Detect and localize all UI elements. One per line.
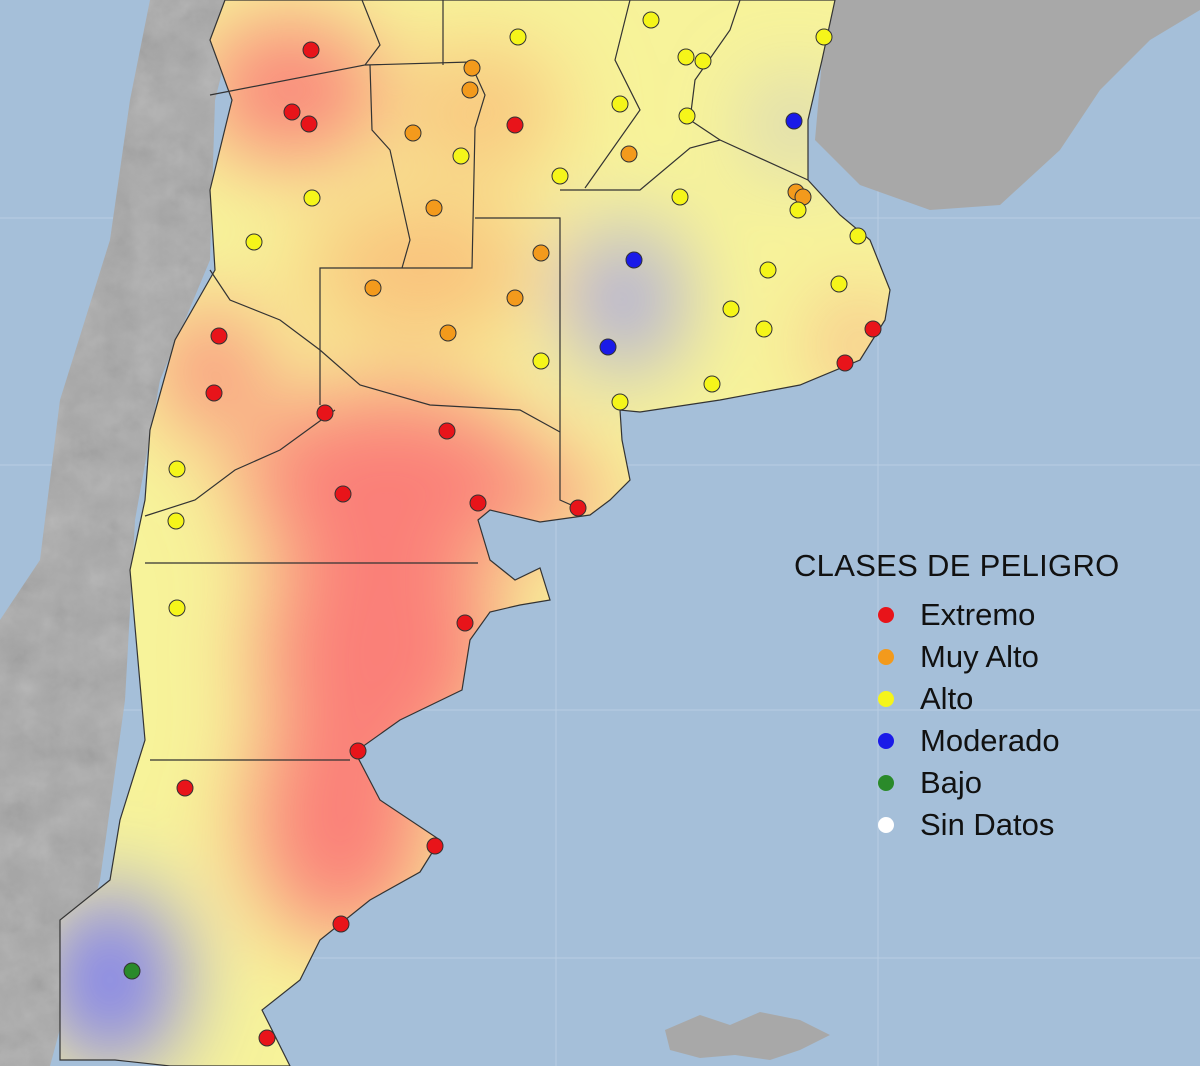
- station-marker-alto: [677, 48, 695, 66]
- station-marker-extremo: [300, 115, 318, 133]
- station-marker-muy-alto: [463, 59, 481, 77]
- station-marker-extremo: [426, 837, 444, 855]
- station-marker-muy-alto: [532, 244, 550, 262]
- station-marker-extremo: [349, 742, 367, 760]
- legend-dot-icon: [878, 649, 894, 665]
- station-marker-alto: [168, 460, 186, 478]
- station-marker-alto: [167, 512, 185, 530]
- legend-dot-icon: [878, 733, 894, 749]
- legend-item: Bajo: [878, 762, 1120, 804]
- station-marker-extremo: [205, 384, 223, 402]
- station-marker-extremo: [332, 915, 350, 933]
- station-marker-alto: [642, 11, 660, 29]
- station-marker-muy-alto: [425, 199, 443, 217]
- legend-item: Moderado: [878, 720, 1120, 762]
- station-marker-extremo: [864, 320, 882, 338]
- station-marker-extremo: [283, 103, 301, 121]
- legend-item: Alto: [878, 678, 1120, 720]
- weather-stations: [123, 11, 882, 1047]
- station-marker-alto: [830, 275, 848, 293]
- station-marker-extremo: [258, 1029, 276, 1047]
- chile-land: [0, 0, 240, 1066]
- station-marker-alto: [509, 28, 527, 46]
- station-marker-alto: [303, 189, 321, 207]
- legend-label: Alto: [920, 681, 974, 716]
- legend-item: Sin Datos: [878, 804, 1120, 846]
- station-marker-alto: [671, 188, 689, 206]
- station-marker-muy-alto: [620, 145, 638, 163]
- legend-dot-icon: [878, 691, 894, 707]
- station-marker-muy-alto: [506, 289, 524, 307]
- station-marker-muy-alto: [364, 279, 382, 297]
- station-marker-alto: [694, 52, 712, 70]
- station-marker-extremo: [176, 779, 194, 797]
- legend-label: Sin Datos: [920, 807, 1055, 842]
- station-marker-extremo: [210, 327, 228, 345]
- station-marker-alto: [703, 375, 721, 393]
- station-marker-extremo: [316, 404, 334, 422]
- station-marker-alto: [815, 28, 833, 46]
- station-marker-alto: [452, 147, 470, 165]
- station-marker-bajo: [123, 962, 141, 980]
- station-marker-alto: [759, 261, 777, 279]
- station-marker-alto: [611, 393, 629, 411]
- station-marker-moderado: [785, 112, 803, 130]
- legend-label: Extremo: [920, 597, 1036, 632]
- station-marker-muy-alto: [439, 324, 457, 342]
- station-marker-muy-alto: [404, 124, 422, 142]
- station-marker-alto: [789, 201, 807, 219]
- station-marker-alto: [532, 352, 550, 370]
- legend-label: Moderado: [920, 723, 1060, 758]
- station-marker-alto: [722, 300, 740, 318]
- legend-dot-icon: [878, 775, 894, 791]
- uruguay-land: [815, 0, 1200, 210]
- legend-title: CLASES DE PELIGRO: [794, 548, 1120, 583]
- station-marker-alto: [168, 599, 186, 617]
- legend-label: Bajo: [920, 765, 983, 800]
- station-marker-alto: [755, 320, 773, 338]
- province-borders: [144, 0, 809, 761]
- station-marker-alto: [551, 167, 569, 185]
- station-marker-extremo: [836, 354, 854, 372]
- legend-dot-icon: [878, 817, 894, 833]
- station-marker-alto: [678, 107, 696, 125]
- station-marker-alto: [611, 95, 629, 113]
- station-marker-moderado: [599, 338, 617, 356]
- station-marker-alto: [849, 227, 867, 245]
- station-marker-extremo: [569, 499, 587, 517]
- station-marker-extremo: [456, 614, 474, 632]
- station-marker-extremo: [469, 494, 487, 512]
- station-marker-extremo: [438, 422, 456, 440]
- station-marker-extremo: [506, 116, 524, 134]
- station-marker-alto: [245, 233, 263, 251]
- station-marker-muy-alto: [461, 81, 479, 99]
- legend: CLASES DE PELIGRO Extremo Muy Alto Alto Mod…: [794, 548, 1120, 846]
- station-marker-extremo: [334, 485, 352, 503]
- station-marker-extremo: [302, 41, 320, 59]
- legend-dot-icon: [878, 607, 894, 623]
- legend-label: Muy Alto: [920, 639, 1039, 674]
- legend-item: Extremo: [878, 594, 1120, 636]
- station-marker-moderado: [625, 251, 643, 269]
- legend-item: Muy Alto: [878, 636, 1120, 678]
- falkland-islands: [665, 1012, 830, 1060]
